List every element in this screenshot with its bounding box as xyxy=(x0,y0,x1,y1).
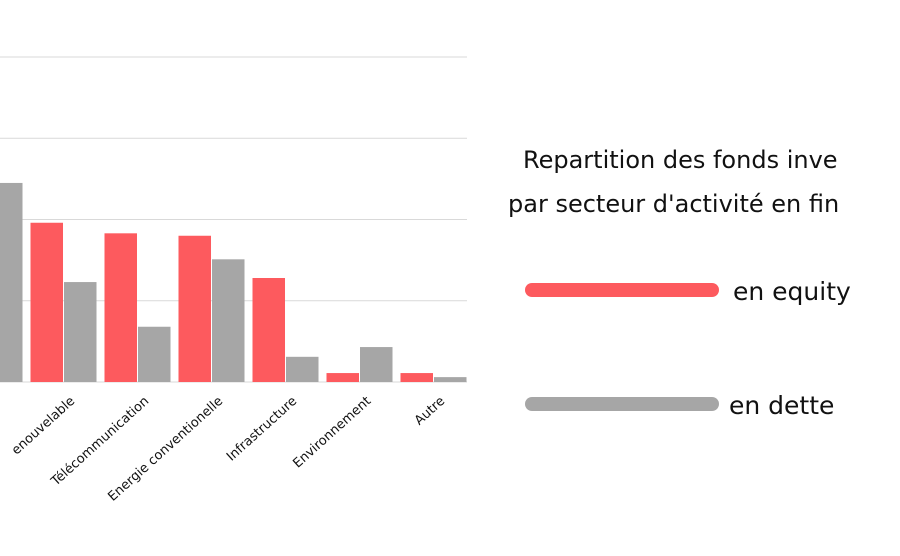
legend-label: en dette xyxy=(729,391,834,420)
bar xyxy=(286,356,319,382)
bar xyxy=(0,182,23,382)
bar xyxy=(400,373,433,382)
bar xyxy=(360,347,393,382)
x-tick-label: Infrastructure xyxy=(224,394,300,465)
bar xyxy=(138,326,171,382)
legend-label: en equity xyxy=(733,277,851,306)
bar xyxy=(178,235,211,382)
x-tick-label: Autre xyxy=(412,394,448,429)
bar xyxy=(434,377,467,382)
bar xyxy=(212,259,245,382)
chart-title: par secteur d'activité en fin xyxy=(508,190,839,218)
x-tick-label: Environnement xyxy=(290,394,374,472)
bar xyxy=(104,233,137,382)
bar xyxy=(252,278,285,382)
bar xyxy=(326,373,359,382)
chart-title: Repartition des fonds inve xyxy=(523,146,838,174)
bar xyxy=(64,282,97,382)
bar xyxy=(30,222,63,382)
x-tick-label: enouvelable xyxy=(9,394,78,458)
